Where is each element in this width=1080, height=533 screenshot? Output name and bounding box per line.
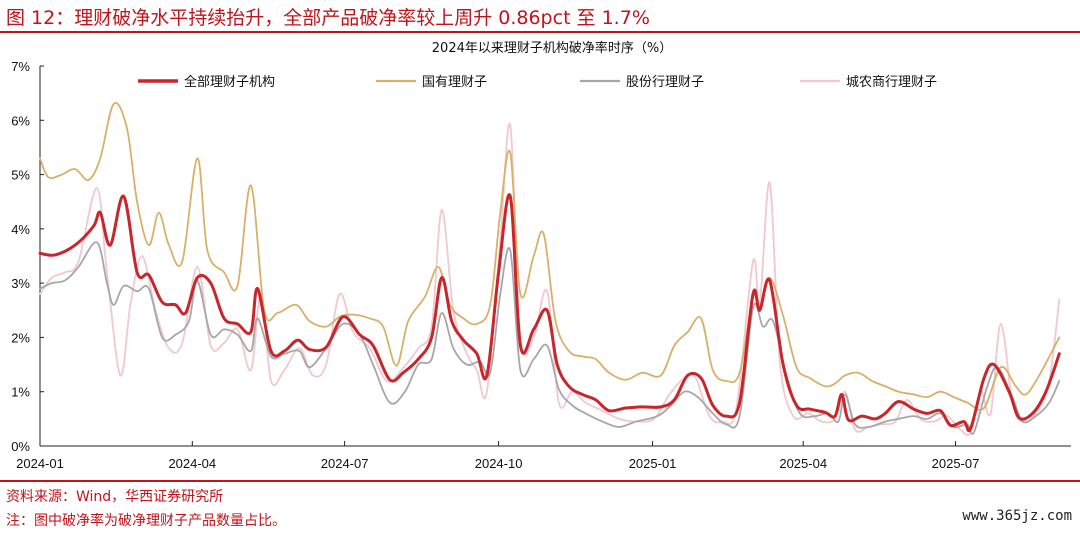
figure-title: 图 12：理财破净水平持续抬升，全部产品破净率较上周升 0.86pct 至 1.… bbox=[6, 7, 650, 29]
top-divider bbox=[0, 31, 1080, 33]
series-line-4 bbox=[39, 122, 1061, 436]
x-tick-label: 2025-07 bbox=[932, 456, 980, 471]
chart-legend: 全部理财子机构 国有理财子 股份行理财子 城农商行理财子 bbox=[138, 74, 937, 90]
y-tick-label: 7% bbox=[11, 59, 30, 74]
figure-title-bar: 图 12：理财破净水平持续抬升，全部产品破净率较上周升 0.86pct 至 1.… bbox=[0, 0, 1080, 34]
chart-axes: 0% 1% 2% 3% 4% 5% 6% 7% 2024-01 2024-04 2024-07 202… bbox=[11, 59, 1071, 471]
source-note: 资料来源：Wind，华西证券研究所 bbox=[6, 489, 224, 505]
x-tick-label: 2024-01 bbox=[16, 456, 64, 471]
series-line-2 bbox=[39, 102, 1061, 411]
legend-label: 全部理财子机构 bbox=[184, 74, 275, 90]
y-tick-label: 0% bbox=[11, 439, 30, 454]
legend-label: 城农商行理财子 bbox=[846, 75, 937, 90]
chart-title: 2024年以来理财子机构破净率时序（%） bbox=[432, 40, 672, 56]
series-line-3 bbox=[39, 241, 1061, 435]
line-chart: 2024年以来理财子机构破净率时序（%） 0% 1% 2% 3% 4% 5% 6% 7% 202… bbox=[11, 40, 1071, 471]
x-tick-label: 2024-10 bbox=[475, 456, 523, 471]
legend-label: 国有理财子 bbox=[422, 75, 487, 90]
footnote: 注：图中破净率为破净理财子产品数量占比。 bbox=[6, 513, 286, 529]
y-tick-label: 6% bbox=[11, 113, 30, 128]
x-tick-label: 2025-01 bbox=[629, 456, 677, 471]
watermark-text: www.365jz.com bbox=[962, 508, 1072, 524]
y-tick-label: 2% bbox=[11, 330, 30, 345]
y-tick-label: 3% bbox=[11, 276, 30, 291]
y-tick-label: 4% bbox=[11, 222, 30, 237]
y-tick-label: 5% bbox=[11, 168, 30, 183]
x-tick-label: 2024-04 bbox=[168, 456, 216, 471]
x-tick-label: 2024-07 bbox=[321, 456, 369, 471]
series-layer bbox=[38, 102, 1061, 436]
x-tick-label: 2025-04 bbox=[779, 456, 827, 471]
bottom-divider bbox=[0, 480, 1080, 482]
y-tick-label: 1% bbox=[11, 385, 30, 400]
legend-label: 股份行理财子 bbox=[626, 75, 704, 90]
series-line-1 bbox=[38, 193, 1061, 433]
